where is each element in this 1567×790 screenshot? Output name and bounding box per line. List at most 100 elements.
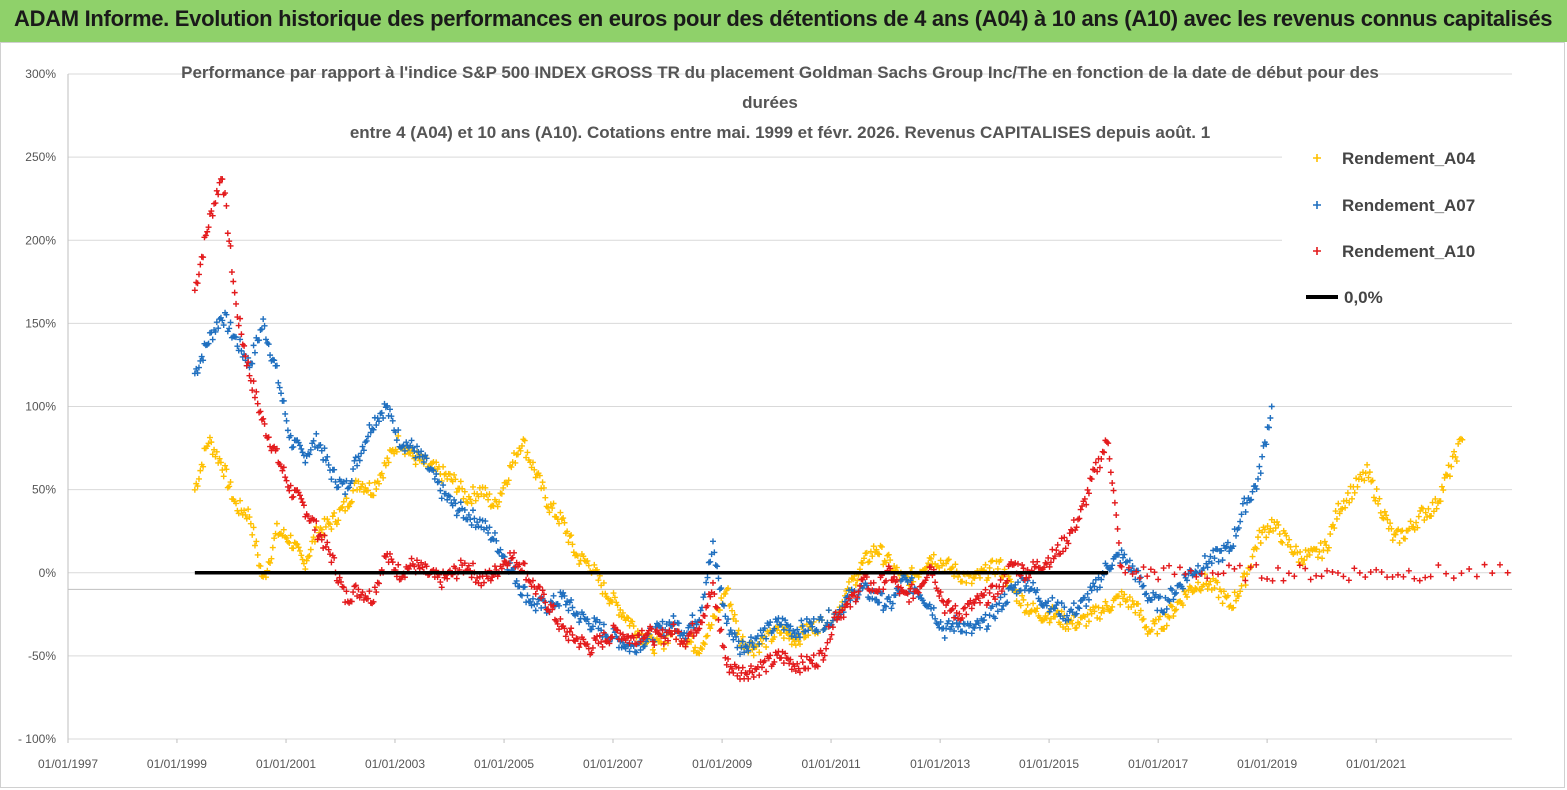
data-point <box>1286 536 1293 543</box>
data-point <box>208 208 215 215</box>
data-point <box>1220 570 1227 577</box>
data-point <box>569 604 576 611</box>
data-point <box>805 627 812 634</box>
data-point <box>1314 554 1321 561</box>
data-point <box>727 601 734 608</box>
data-point <box>825 607 832 614</box>
data-point <box>469 483 476 490</box>
data-point <box>215 191 222 198</box>
data-point <box>1204 585 1211 592</box>
data-point <box>1257 470 1264 477</box>
data-point <box>1041 564 1048 571</box>
data-point <box>1257 540 1264 546</box>
data-point <box>1253 545 1260 552</box>
x-tick-label: 01/01/2013 <box>910 757 970 771</box>
data-point <box>539 479 546 486</box>
data-point <box>437 579 444 586</box>
data-point <box>511 549 518 556</box>
data-point <box>981 592 988 599</box>
data-point <box>1415 513 1422 520</box>
data-point <box>566 628 573 635</box>
data-point <box>1012 560 1019 567</box>
x-tick-label: 01/01/1999 <box>147 757 207 771</box>
data-point <box>1367 569 1374 576</box>
data-point <box>216 455 223 462</box>
data-point <box>542 494 549 501</box>
data-point <box>1054 599 1061 606</box>
data-point <box>699 646 706 653</box>
data-point <box>467 516 474 523</box>
data-point <box>1085 596 1092 603</box>
data-point <box>1099 604 1106 611</box>
data-point <box>1129 571 1136 578</box>
data-point <box>1414 524 1421 531</box>
data-point <box>1065 540 1072 547</box>
data-point <box>1083 603 1090 610</box>
data-point <box>810 615 817 622</box>
data-point <box>220 322 227 329</box>
data-point <box>915 589 922 596</box>
legend-swatch <box>1313 201 1321 209</box>
data-point <box>786 627 793 634</box>
data-point <box>1231 565 1238 572</box>
data-point <box>585 645 592 652</box>
data-point <box>569 541 576 548</box>
data-point <box>1171 571 1178 578</box>
data-point <box>1203 580 1210 587</box>
data-point <box>750 652 757 659</box>
data-point <box>968 580 975 587</box>
data-point <box>366 588 373 595</box>
data-point <box>469 560 476 567</box>
data-point <box>845 595 852 602</box>
data-point <box>280 464 287 471</box>
data-point <box>401 447 408 454</box>
data-point <box>712 562 719 569</box>
data-point <box>1255 475 1261 482</box>
data-point <box>359 481 366 487</box>
data-point <box>1373 486 1380 493</box>
data-point <box>763 635 770 642</box>
data-point <box>213 448 220 455</box>
data-point <box>438 584 445 591</box>
data-point <box>778 654 785 661</box>
data-point <box>331 554 338 561</box>
data-point <box>729 607 736 614</box>
series-rendement-a10 <box>191 175 1511 683</box>
data-point <box>908 574 915 581</box>
data-point <box>307 546 314 553</box>
data-point <box>998 606 1005 613</box>
data-point <box>611 594 618 601</box>
data-point <box>373 422 380 429</box>
data-point <box>626 648 633 655</box>
data-point <box>926 601 933 608</box>
data-point <box>431 475 438 482</box>
data-point <box>1084 611 1091 618</box>
data-point <box>1242 577 1249 584</box>
data-point <box>1365 474 1372 481</box>
data-point <box>408 555 415 562</box>
data-point <box>213 187 220 194</box>
data-point <box>1105 440 1112 447</box>
data-point <box>733 633 740 640</box>
data-point <box>1324 567 1331 574</box>
data-point <box>765 622 772 629</box>
data-point <box>722 654 729 661</box>
data-point <box>926 554 933 561</box>
data-point <box>636 631 643 638</box>
data-point <box>844 600 851 607</box>
data-point <box>659 626 666 633</box>
data-point <box>380 474 387 481</box>
data-point <box>774 618 781 625</box>
data-point <box>328 559 335 566</box>
data-point <box>247 520 254 527</box>
data-point <box>641 643 648 650</box>
data-point <box>226 483 233 490</box>
data-point <box>715 575 722 582</box>
data-point <box>322 523 329 530</box>
data-point <box>576 619 583 626</box>
data-point <box>504 481 511 488</box>
data-point <box>1413 519 1420 526</box>
data-point <box>745 647 752 654</box>
data-point <box>782 617 789 624</box>
data-point <box>290 443 297 450</box>
